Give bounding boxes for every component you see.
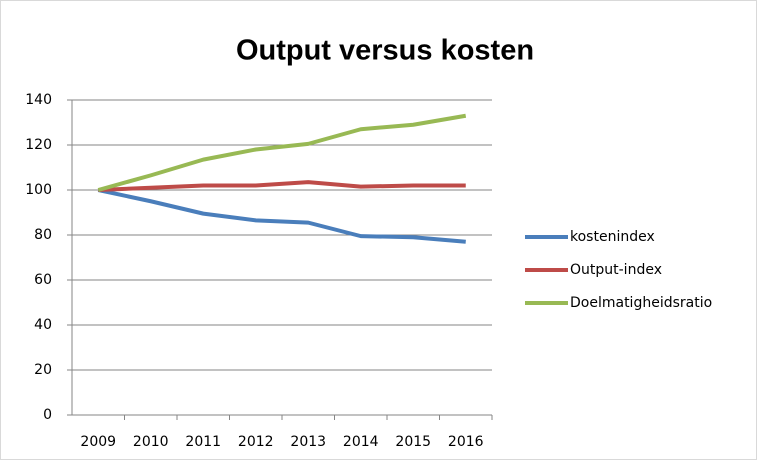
y-tick-label: 20	[34, 362, 52, 378]
x-tick-label: 2015	[395, 434, 431, 450]
legend-label: Output-index	[570, 262, 662, 278]
y-tick-label: 80	[34, 227, 52, 243]
y-tick-label: 40	[34, 317, 52, 333]
x-tick-label: 2011	[185, 434, 221, 450]
y-tick-label: 120	[25, 137, 52, 153]
series-line	[97, 188, 466, 244]
x-tick-label: 2009	[80, 434, 116, 450]
x-tick-label: 2014	[343, 434, 379, 450]
y-tick-label: 0	[43, 407, 52, 423]
x-tick-label: 2010	[133, 434, 169, 450]
y-tick-label: 60	[34, 272, 52, 288]
x-tick-label: 2013	[290, 434, 326, 450]
series-line	[97, 113, 467, 192]
x-tick-label: 2016	[448, 434, 484, 450]
y-tick-label: 140	[25, 92, 52, 108]
y-tick-label: 100	[25, 182, 52, 198]
legend-label: Doelmatigheidsratio	[570, 295, 712, 311]
chart-title: Output versus kosten	[236, 35, 534, 67]
series-line	[98, 180, 466, 192]
x-tick-label: 2012	[238, 434, 274, 450]
legend-label: kostenindex	[570, 229, 655, 245]
